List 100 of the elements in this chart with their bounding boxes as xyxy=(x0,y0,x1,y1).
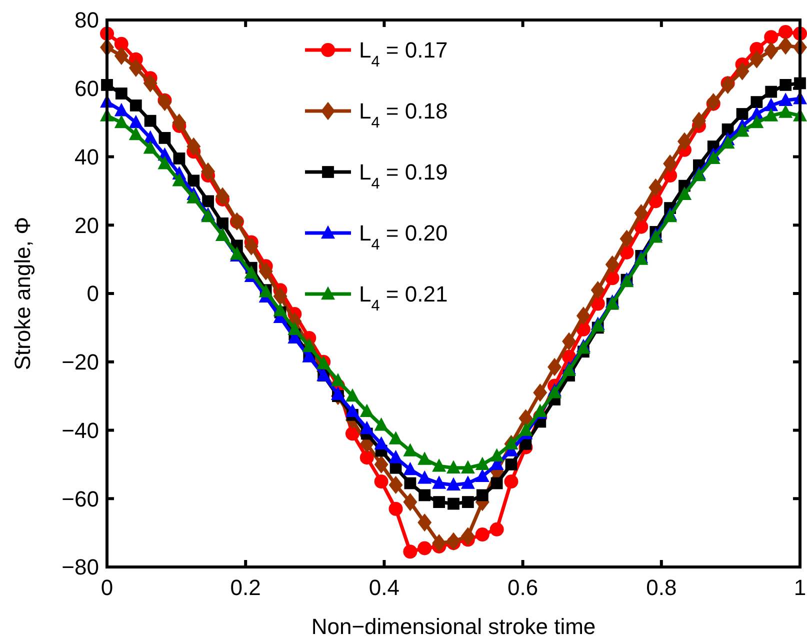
point xyxy=(128,114,143,128)
point xyxy=(778,104,793,118)
point xyxy=(388,476,403,494)
point xyxy=(403,443,418,456)
point xyxy=(114,46,128,65)
point xyxy=(330,386,345,400)
point xyxy=(490,477,503,490)
point xyxy=(114,36,128,51)
point xyxy=(360,450,374,465)
point xyxy=(172,172,186,186)
x-tick-label: 0.8 xyxy=(646,575,677,600)
point xyxy=(590,280,605,300)
point xyxy=(432,534,446,552)
y-tick-label: −60 xyxy=(62,486,99,512)
point xyxy=(188,174,200,187)
point xyxy=(186,190,201,204)
y-tick-label: −80 xyxy=(62,554,99,580)
point xyxy=(418,489,431,502)
point xyxy=(750,96,763,108)
x-tick-label: 1 xyxy=(794,575,806,600)
x-tick-label: 0.4 xyxy=(368,575,400,600)
y-tick-label: 40 xyxy=(74,144,99,170)
point xyxy=(780,79,792,91)
point xyxy=(360,404,374,418)
point xyxy=(158,132,171,144)
x-tick-label: 0.6 xyxy=(508,575,538,600)
point xyxy=(143,74,158,92)
y-tick-label: −20 xyxy=(62,350,99,375)
point xyxy=(216,187,230,206)
point xyxy=(490,522,504,536)
point xyxy=(576,306,590,325)
point xyxy=(518,409,533,428)
point xyxy=(448,498,460,510)
point xyxy=(778,24,793,39)
y-tick-label: 0 xyxy=(86,281,99,306)
point xyxy=(144,114,156,127)
point xyxy=(475,456,490,470)
point xyxy=(173,152,186,164)
point xyxy=(418,513,432,532)
point xyxy=(186,137,201,156)
y-tick-label: −40 xyxy=(62,418,99,443)
point xyxy=(128,58,143,77)
point xyxy=(677,132,692,150)
point xyxy=(735,123,750,137)
point xyxy=(374,455,388,474)
point xyxy=(504,474,518,489)
point xyxy=(273,302,288,316)
point xyxy=(548,358,562,376)
point xyxy=(388,502,403,516)
point xyxy=(404,477,416,490)
point xyxy=(765,86,778,98)
point xyxy=(216,217,228,230)
point xyxy=(764,30,778,44)
point xyxy=(735,62,750,80)
point xyxy=(446,460,460,474)
y-tick-label: 60 xyxy=(74,76,99,102)
point xyxy=(201,162,216,181)
legend-label: L$_{4}$ = 0.18 xyxy=(359,98,448,132)
point xyxy=(432,458,446,472)
point xyxy=(244,265,258,279)
point xyxy=(360,420,374,434)
point xyxy=(504,436,518,450)
point xyxy=(634,204,648,222)
point xyxy=(143,140,158,154)
point xyxy=(273,287,288,306)
point xyxy=(663,154,678,173)
point xyxy=(114,102,128,116)
point xyxy=(476,489,488,502)
legend-label: L$_{4}$ = 0.21 xyxy=(359,282,448,314)
y-tick-label: 80 xyxy=(74,8,99,33)
point xyxy=(648,178,663,197)
legend-label: L$_{4}$ = 0.20 xyxy=(359,220,448,254)
point xyxy=(418,452,432,465)
point xyxy=(374,436,388,450)
point xyxy=(345,404,360,418)
point xyxy=(302,338,316,352)
point xyxy=(230,212,244,230)
x-tick-label: 0.2 xyxy=(230,575,261,600)
legend-label: L$_{4}$ = 0.17 xyxy=(359,38,448,70)
point xyxy=(562,332,576,350)
point xyxy=(505,458,518,470)
point xyxy=(330,372,345,386)
point xyxy=(202,195,214,208)
point xyxy=(446,477,460,491)
point xyxy=(130,100,142,112)
point xyxy=(764,108,778,122)
point xyxy=(460,527,475,546)
point xyxy=(418,541,432,556)
point xyxy=(720,135,735,149)
point xyxy=(432,476,446,489)
point xyxy=(750,50,764,68)
legend-label: L$_{4}$ = 0.19 xyxy=(359,160,448,192)
point xyxy=(605,255,620,274)
point xyxy=(433,496,446,508)
point xyxy=(490,448,504,462)
y-axis-title: Stroke angle, Φ xyxy=(10,216,35,370)
point xyxy=(388,431,403,444)
point xyxy=(288,322,302,335)
point xyxy=(128,126,143,140)
point xyxy=(158,156,172,170)
